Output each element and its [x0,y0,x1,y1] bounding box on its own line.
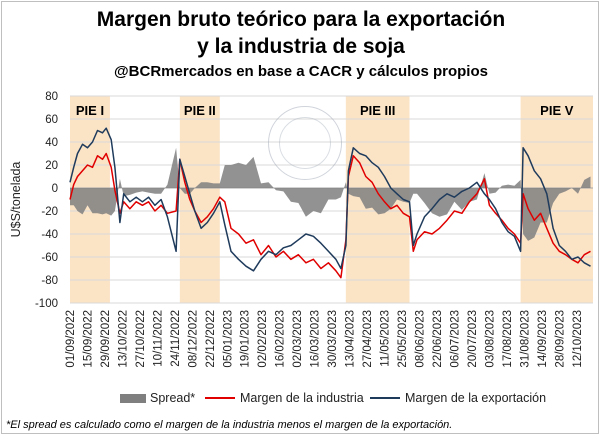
x-tick-label: 06/07/2023 [449,310,461,368]
x-tick-label: 16/03/2023 [310,310,322,368]
x-tick-label: 27/04/2023 [362,310,374,368]
pie-label-4: PIE V [540,103,574,118]
legend-item-exportacion: Margen de la exportación [370,391,546,405]
x-tick-label: 10/11/2022 [152,310,164,367]
x-tick-label: 08/06/2023 [414,310,426,368]
x-tick-label: 29/09/2022 [100,310,112,368]
x-tick-label: 14/09/2023 [537,310,549,368]
y-tick-label: -60 [41,252,58,264]
x-tick-label: 30/03/2023 [327,310,339,368]
legend-swatch-spread [120,393,146,403]
x-tick-label: 22/12/2022 [205,310,217,368]
pie-label-1: PIE I [76,103,104,118]
x-tick-label: 22/06/2023 [432,310,444,368]
legend-label-industria: Margen de la industria [240,391,364,405]
series-spread-area [70,147,591,241]
x-tick-label: 27/10/2022 [135,310,147,368]
x-tick-label: 13/04/2023 [345,310,357,368]
x-tick-label: 24/11/2022 [170,310,182,367]
x-tick-label: 08/12/2022 [187,310,199,368]
chart-title: Margen bruto teórico para la exportación [96,8,506,31]
x-tick-label: 12/10/2023 [572,310,584,368]
x-tick-label: 01/09/2022 [65,310,77,368]
y-tick-label: 60 [45,114,58,126]
x-tick-label: 25/05/2023 [397,310,409,368]
pie-band-2 [179,96,220,303]
x-tick-label: 19/01/2023 [240,310,252,368]
legend-item-industria: Margen de la industria [205,391,364,405]
x-tick-label: 05/01/2023 [222,310,234,368]
y-tick-label: 80 [45,91,58,103]
y-tick-label: -20 [41,206,58,218]
x-tick-label: 31/08/2023 [519,310,531,368]
pie-label-2: PIE II [184,103,216,118]
y-tick-label: 20 [45,160,58,172]
legend-label-exportacion: Margen de la exportación [405,391,547,405]
chart-subtitle: @BCRmercados en base a CACR y cálculos p… [114,63,488,80]
x-tick-label: 16/02/2023 [275,310,287,368]
x-tick-label: 20/07/2023 [467,310,479,368]
y-tick-label: -80 [41,275,58,287]
x-tick-label: 02/03/2023 [292,310,304,368]
legend-label-spread: Spread* [150,391,196,405]
legend-item-spread: Spread* [120,391,195,405]
x-tick-label: 13/10/2022 [117,310,129,368]
x-tick-label: 03/08/2023 [484,310,496,368]
y-tick-label: 40 [45,137,58,149]
legend-swatch-industria [205,397,235,399]
legend: Spread* Margen de la industria Margen de… [0,391,602,409]
y-tick-label: 0 [52,183,58,195]
x-tick-label: 11/05/2023 [380,310,392,367]
legend-swatch-exportacion [370,397,400,399]
series-industria-line [69,152,591,279]
footnote: *El spread es calculado como el margen d… [6,419,453,431]
y-tick-label: -40 [41,229,58,241]
y-tick-label: -100 [35,298,58,310]
chart-title-line2: y la industria de soja [197,35,405,58]
x-tick-label: 02/02/2023 [257,310,269,368]
x-tick-label: 28/09/2023 [554,310,566,368]
bolsa-de-comercio-de-rosario-seal-icon [268,106,342,180]
pie-label-3: PIE III [360,103,395,118]
x-tick-label: 15/09/2022 [82,310,94,368]
series-exportacion-line [69,127,591,272]
x-tick-label: 17/08/2023 [502,310,514,368]
y-axis-label: U$S/tonelada [9,162,23,238]
